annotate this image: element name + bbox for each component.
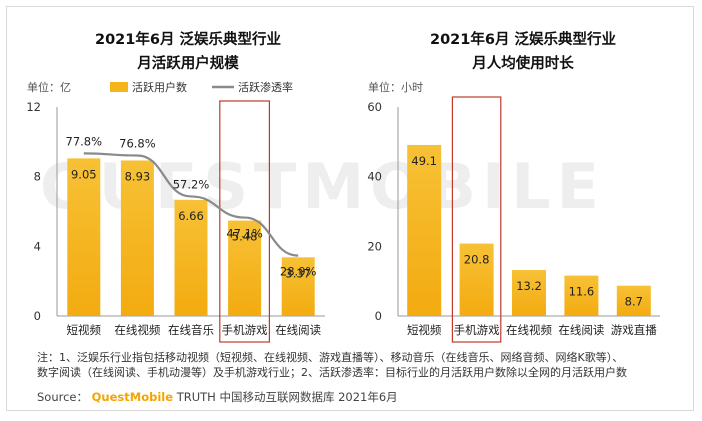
chart2-bar <box>564 275 599 316</box>
chart1-bar <box>174 200 208 316</box>
chart1-y-tick-label: 8 <box>34 170 41 184</box>
footnote-line-2: 数字阅读（在线阅读、手机动漫等）及手机游戏行业；2、活跃渗透率：目标行业的月活跃… <box>37 366 627 379</box>
source-prefix: Source： <box>37 390 88 404</box>
chart1-x-tick-label: 短视频 <box>67 323 102 337</box>
chart1-unit-label: 单位：亿 <box>27 80 71 94</box>
chart1-bar-value-label: 5.48 <box>232 230 258 244</box>
chart2-bar-value-label: 20.8 <box>464 253 490 267</box>
chart1-title-line-1: 2021年6月 泛娱乐典型行业 <box>95 30 281 48</box>
source-line: Source： QuestMobile TRUTH 中国移动互联网数据库 202… <box>37 389 398 405</box>
chart2-title-line-1: 2021年6月 泛娱乐典型行业 <box>430 30 616 48</box>
chart2-x-tick-label: 在线阅读 <box>558 323 604 337</box>
chart1-bar <box>120 160 154 316</box>
chart1-line-value-label: 57.2% <box>173 177 210 191</box>
chart1-x-tick-label: 手机游戏 <box>222 323 268 337</box>
chart2-y-tick-label: 40 <box>367 170 382 184</box>
chart1-bar <box>228 220 262 316</box>
chart2-x-tick-label: 短视频 <box>407 323 442 337</box>
chart2-x-tick-label: 手机游戏 <box>454 323 500 337</box>
chart2-y-tick-label: 60 <box>367 100 382 114</box>
chart2-unit-label: 单位：小时 <box>368 80 423 94</box>
chart1-bar-value-label: 8.93 <box>125 169 151 183</box>
chart1-x-tick-label: 在线阅读 <box>275 323 321 337</box>
chart2-bar-value-label: 8.7 <box>625 295 643 309</box>
chart1-y-tick-label: 12 <box>26 100 41 114</box>
chart2-x-tick-label: 游戏直播 <box>611 323 657 337</box>
chart2-x-tick-label: 在线视频 <box>506 323 552 337</box>
chart2-title-line-2: 月人均使用时长 <box>471 54 574 72</box>
chart1-bar <box>281 257 315 316</box>
chart1-line-value-label: 28.9% <box>280 265 317 279</box>
chart2-bar <box>616 285 651 316</box>
chart1-line-value-label: 76.8% <box>119 136 156 150</box>
legend-bar-swatch <box>110 82 128 92</box>
chart2-bar <box>512 270 546 316</box>
chart2-bar-value-label: 11.6 <box>569 285 595 299</box>
chart1-y-tick-label: 0 <box>34 309 41 323</box>
chart1-x-tick-label: 在线视频 <box>114 323 160 337</box>
chart2-y-tick-label: 20 <box>367 239 382 253</box>
chart1-y-tick-label: 4 <box>34 239 41 253</box>
chart1-bar-value-label: 9.05 <box>71 167 97 181</box>
chart2-bar <box>407 144 442 316</box>
chart2-bar-value-label: 49.1 <box>411 154 437 168</box>
chart2-highlight-box <box>451 96 502 343</box>
chart1-line-series <box>83 152 299 257</box>
legend-bar-label: 活跃用户数 <box>132 80 187 94</box>
chart1-line-value-label: 77.8% <box>66 134 103 148</box>
chart1-bar-value-label: 6.66 <box>178 209 204 223</box>
chart2-bar <box>459 243 494 316</box>
source-rest: TRUTH 中国移动互联网数据库 2021年6月 <box>176 390 398 404</box>
chart2-bar-value-label: 13.2 <box>516 279 542 293</box>
source-brand: QuestMobile <box>91 390 174 404</box>
footnote-line-1: 注：1、泛娱乐行业指包括移动视频（短视频、在线视频、游戏直播等）、移动音乐（在线… <box>37 351 624 364</box>
footnote: 注：1、泛娱乐行业指包括移动视频（短视频、在线视频、游戏直播等）、移动音乐（在线… <box>37 350 677 380</box>
figure-frame <box>6 6 694 411</box>
chart1-title-line-2: 月活跃用户规模 <box>136 54 239 72</box>
chart2-y-tick-label: 0 <box>375 309 382 323</box>
legend-line-label: 活跃渗透率 <box>238 80 293 94</box>
chart1-bar-value-label: 3.37 <box>285 266 311 280</box>
chart1-x-tick-label: 在线音乐 <box>168 323 214 337</box>
chart1-highlight-box <box>219 100 271 343</box>
chart1-line-value-label: 47.1% <box>226 227 263 241</box>
chart1-bar <box>67 158 101 316</box>
